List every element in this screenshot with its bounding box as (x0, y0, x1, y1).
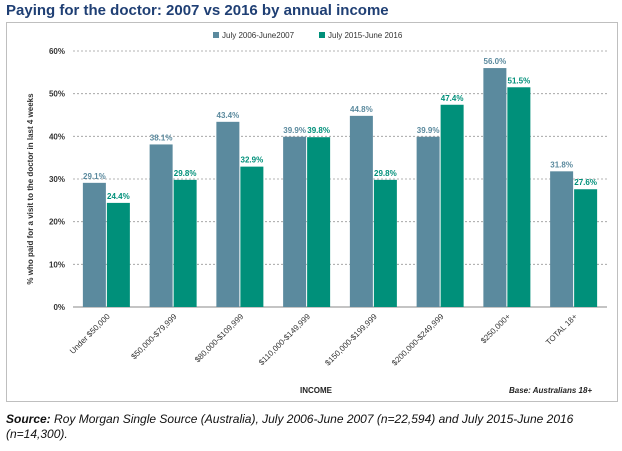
data-label: 24.4% (107, 192, 130, 201)
data-label: 39.8% (307, 126, 330, 135)
bar-2 (307, 137, 331, 307)
data-label: 27.6% (574, 178, 597, 187)
legend-swatch (319, 32, 325, 38)
y-tick-label: 30% (49, 175, 65, 184)
data-label: 39.9% (283, 126, 306, 135)
y-axis-title: % who paid for a visit to the doctor in … (26, 93, 35, 285)
y-tick-label: 40% (49, 132, 65, 141)
data-label: 38.1% (150, 133, 173, 142)
bar-2 (240, 166, 264, 307)
legend-label: July 2015-June 2016 (328, 31, 403, 40)
y-tick-label: 60% (49, 47, 65, 56)
bar-2 (173, 179, 197, 307)
y-tick-label: 0% (53, 303, 65, 312)
bar-1 (149, 144, 173, 307)
data-label: 29.1% (83, 172, 106, 181)
y-tick-label: 10% (49, 260, 65, 269)
base-note: Base: Australians 18+ (509, 386, 592, 395)
source-note: Source: Roy Morgan Single Source (Austra… (6, 412, 612, 442)
data-label: 47.4% (441, 94, 464, 103)
x-tick-label: Under $50,000 (68, 312, 112, 356)
bar-1 (82, 182, 106, 307)
bar-1 (416, 136, 440, 307)
bar-2 (574, 189, 598, 307)
bar-1 (550, 171, 574, 307)
bar-1 (483, 68, 507, 307)
x-tick-label: $250,000+ (479, 312, 512, 345)
data-label: 56.0% (484, 57, 507, 66)
x-tick-label: $80,000-$109,999 (193, 312, 246, 365)
bar-1 (216, 121, 240, 308)
legend-swatch (213, 32, 219, 38)
bar-2 (373, 179, 397, 307)
bar-2 (440, 104, 464, 307)
bar-2 (106, 202, 130, 307)
source-text: Roy Morgan Single Source (Australia), Ju… (6, 412, 574, 441)
bar-1 (349, 115, 373, 307)
data-label: 51.5% (508, 76, 531, 85)
x-tick-label: $110,000-$149,999 (257, 312, 312, 367)
legend-label: July 2006-June2007 (222, 31, 295, 40)
x-tick-label: $200,000-$249,999 (390, 312, 446, 368)
bar-chart: 0% 10% 20% 30% 40% 50% 60% % who paid for a vis… (26, 31, 607, 395)
chart-area: 0% 10% 20% 30% 40% 50% 60% % who paid for a vis… (6, 22, 618, 402)
x-tick-label: $150,000-$199,999 (323, 312, 379, 368)
y-tick-label: 50% (49, 90, 65, 99)
x-tick-label: TOTAL 18+ (544, 312, 579, 347)
chart-title: Paying for the doctor: 2007 vs 2016 by a… (6, 2, 389, 19)
data-label: 29.8% (374, 169, 397, 178)
y-tick-label: 20% (49, 218, 65, 227)
x-axis-title: INCOME (300, 386, 333, 395)
data-label: 31.8% (550, 160, 573, 169)
data-label: 44.8% (350, 105, 373, 114)
data-label: 29.8% (174, 169, 197, 178)
x-tick-label: $50,000-$79,999 (129, 312, 179, 362)
data-label: 32.9% (241, 156, 264, 165)
data-label: 43.4% (217, 111, 240, 120)
bar-1 (283, 136, 307, 307)
data-label: 39.9% (417, 126, 440, 135)
bar-2 (507, 87, 531, 308)
source-label: Source: (6, 412, 51, 426)
